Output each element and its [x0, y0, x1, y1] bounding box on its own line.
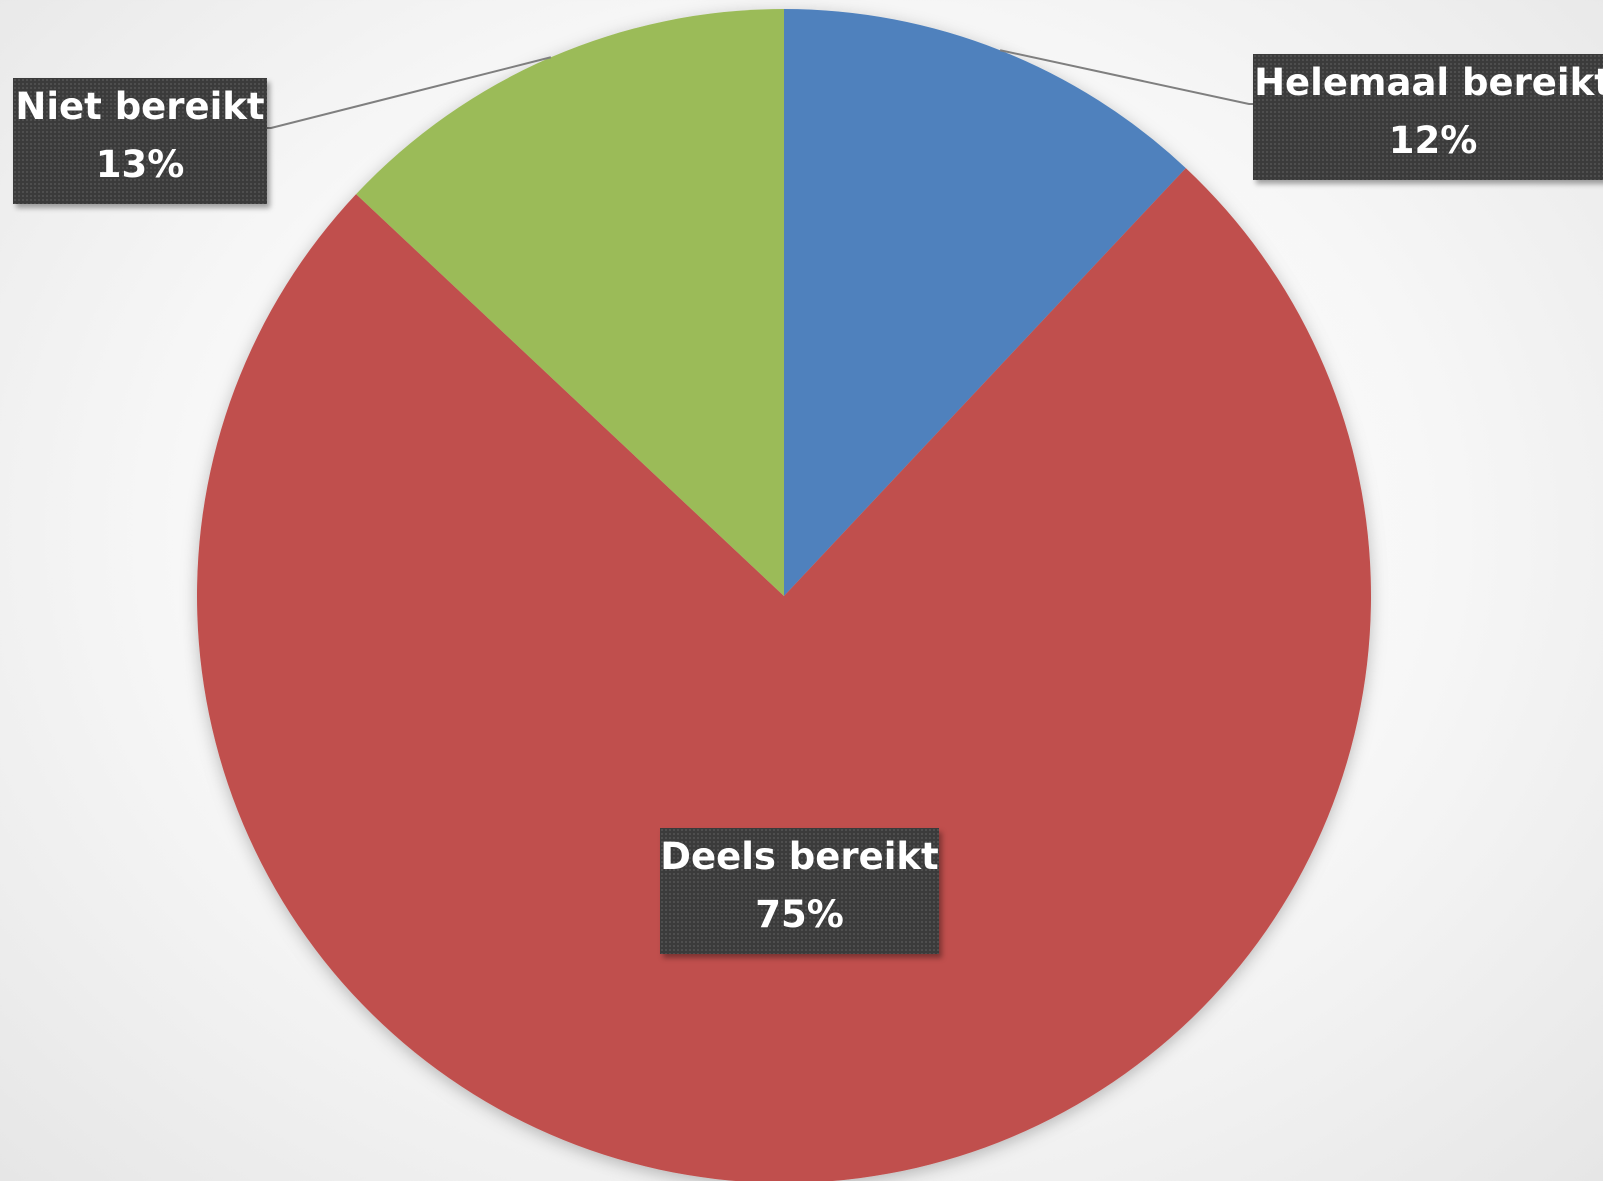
- slice-value-helemaal-bereikt: 12%: [1253, 112, 1603, 170]
- slice-name-niet-bereikt: Niet bereikt: [13, 78, 267, 136]
- slice-value-niet-bereikt: 13%: [13, 136, 267, 194]
- data-label-niet-bereikt: Niet bereikt 13%: [13, 78, 267, 204]
- slice-name-deels-bereikt: Deels bereikt: [660, 828, 939, 886]
- slice-name-helemaal-bereikt: Helemaal bereikt: [1253, 54, 1603, 112]
- data-label-deels-bereikt: Deels bereikt 75%: [660, 828, 939, 954]
- slice-value-deels-bereikt: 75%: [660, 886, 939, 944]
- data-label-helemaal-bereikt: Helemaal bereikt 12%: [1253, 54, 1603, 180]
